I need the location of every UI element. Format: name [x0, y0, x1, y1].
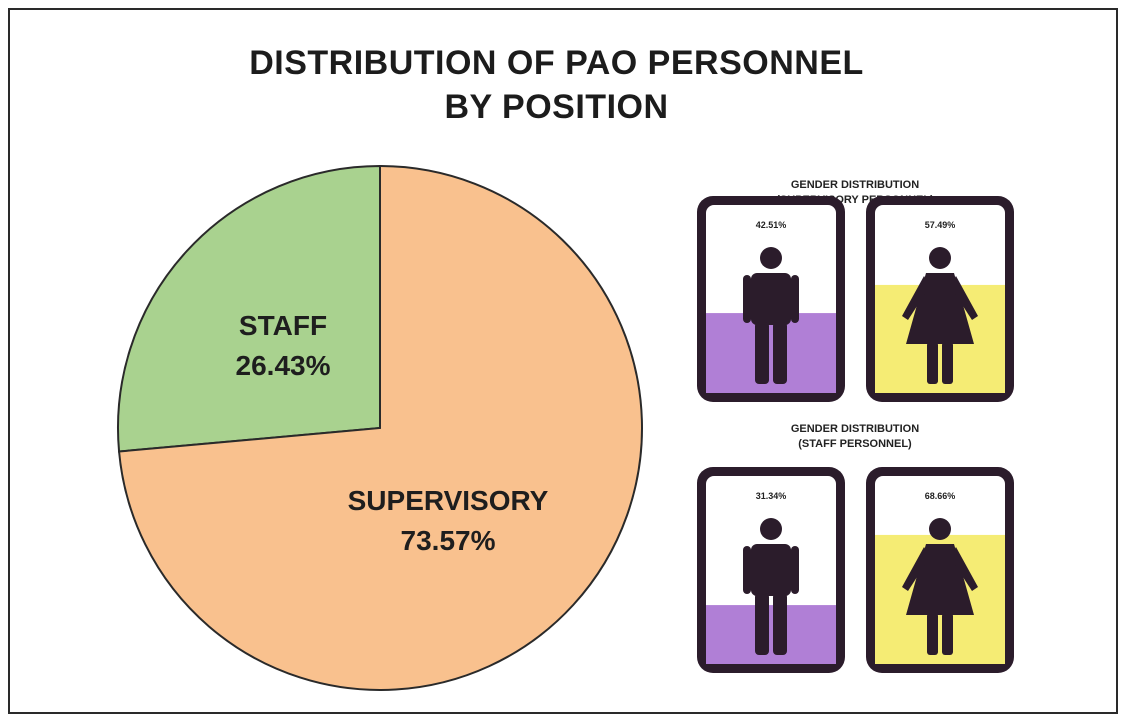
staff-card-female: 68.66%: [866, 467, 1014, 673]
staff-gender-cards: 31.34% 68.66%: [697, 467, 1014, 673]
staff-heading-line2: (STAFF PERSONNEL): [798, 438, 912, 450]
male-arm-right: [791, 546, 799, 594]
male-head: [760, 247, 782, 269]
female-leg-right: [942, 342, 953, 384]
staff-card-male: 31.34%: [697, 467, 845, 673]
female-head: [929, 247, 951, 269]
supervisory-heading-line1: GENDER DISTRIBUTION: [790, 179, 920, 191]
supervisory-card-male: 42.51%: [697, 196, 845, 402]
male-leg-right: [773, 593, 787, 655]
card-value-label: 68.66%: [925, 491, 956, 501]
card-value-label: 57.49%: [925, 220, 956, 230]
male-arm-left: [743, 275, 751, 323]
male-head: [760, 518, 782, 540]
pie-chart: STAFF 26.43% SUPERVISORY 73.57%: [117, 164, 643, 691]
female-leg-left: [927, 342, 938, 384]
pie-value-supervisory: 73.57%: [401, 525, 496, 556]
female-leg-left: [927, 613, 938, 655]
female-arm-right: [950, 276, 978, 320]
female-arm-left: [902, 276, 930, 320]
chart-title-line1: DISTRIBUTION OF PAO PERSONNEL: [249, 44, 864, 82]
female-head: [929, 518, 951, 540]
male-leg-left: [755, 322, 769, 384]
male-arm-right: [791, 275, 799, 323]
female-leg-right: [942, 613, 953, 655]
pie-label-staff: STAFF: [239, 310, 327, 341]
staff-gender-heading: GENDER DISTRIBUTION (STAFF PERSONNEL): [690, 422, 1020, 452]
supervisory-gender-cards: 42.51% 57.49%: [697, 196, 1014, 402]
pie-slice-staff: [117, 164, 381, 453]
card-fill-bar: [706, 313, 836, 393]
card-fill-bar: [706, 605, 836, 664]
male-torso: [751, 273, 791, 325]
male-arm-left: [743, 546, 751, 594]
chart-title-line2: BY POSITION: [444, 88, 669, 126]
pie-slice-supervisory: [117, 164, 643, 691]
male-leg-right: [773, 322, 787, 384]
male-torso: [751, 544, 791, 596]
supervisory-card-female: 57.49%: [866, 196, 1014, 402]
card-value-label: 42.51%: [756, 220, 787, 230]
male-leg-left: [755, 593, 769, 655]
pie-value-staff: 26.43%: [236, 350, 331, 381]
card-value-label: 31.34%: [756, 491, 787, 501]
female-arm-left: [902, 547, 930, 591]
staff-heading-line1: GENDER DISTRIBUTION: [790, 423, 920, 435]
pie-label-supervisory: SUPERVISORY: [348, 485, 549, 516]
female-arm-right: [950, 547, 978, 591]
